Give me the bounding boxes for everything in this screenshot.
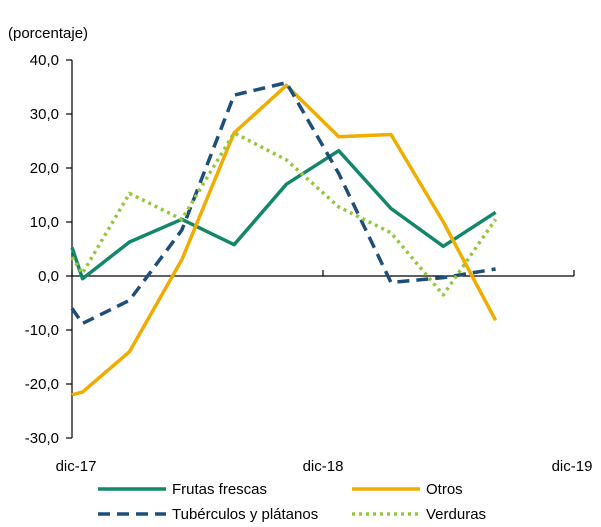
legend-label: Verduras	[426, 506, 486, 523]
y-tick-label: 30,0	[30, 106, 59, 123]
y-tick-label: -10,0	[25, 322, 59, 339]
series-group	[70, 80, 498, 397]
legend: Frutas frescas Otros Tubérculos y plátanos…	[98, 481, 486, 523]
y-tick-label: 0,0	[38, 268, 59, 285]
y-tick-label: 10,0	[30, 214, 59, 231]
x-tick-label: dic-18	[303, 458, 344, 475]
x-axis: dic-17 dic-18 dic-19	[56, 270, 593, 475]
legend-label: Tubérculos y plátanos	[172, 506, 318, 523]
y-axis: 40,0 30,0 20,0 10,0 0,0 -10,0 -20,0 -30,0	[25, 52, 73, 447]
legend-label: Frutas frescas	[172, 481, 267, 498]
y-tick-label: -30,0	[25, 430, 59, 447]
legend-label: Otros	[426, 481, 463, 498]
series-line-frutas-frescas	[70, 148, 497, 281]
series-line-tubérculos-y-plátanos	[70, 80, 496, 326]
y-axis-label: (porcentaje)	[8, 25, 88, 42]
y-tick-label: 20,0	[30, 160, 59, 177]
series-line-verduras	[70, 131, 498, 297]
y-tick-label: 40,0	[30, 52, 59, 69]
x-tick-label: dic-19	[552, 458, 593, 475]
y-tick-label: -20,0	[25, 376, 59, 393]
x-tick-label: dic-17	[56, 458, 97, 475]
series-line-otros	[71, 83, 498, 397]
